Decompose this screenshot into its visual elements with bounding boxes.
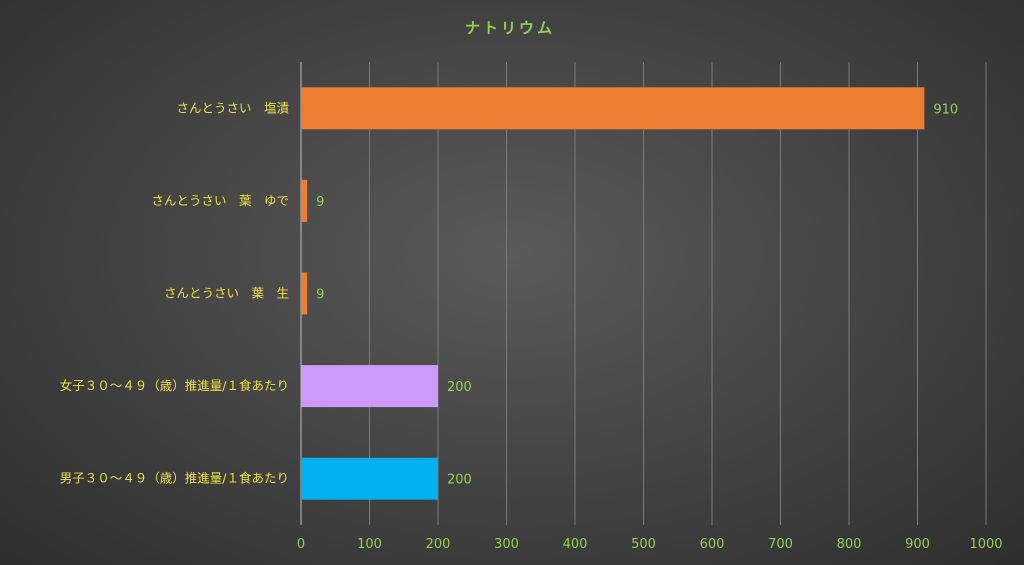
category-label: 女子３０～４９（歳）推進量/１食あたり <box>60 378 289 393</box>
data-label: 910 <box>933 102 958 117</box>
bar <box>301 87 925 130</box>
data-label: 200 <box>447 380 472 395</box>
data-label: 9 <box>316 195 324 210</box>
x-tick-label: 800 <box>837 537 862 552</box>
bar <box>301 365 438 408</box>
data-label: 200 <box>447 473 472 488</box>
bars <box>301 87 925 500</box>
x-tick-label: 300 <box>494 537 519 552</box>
bar <box>301 179 308 222</box>
bar <box>301 272 308 315</box>
x-tick-label: 0 <box>297 537 305 552</box>
x-tick-labels: 0 100 200 300 400 500 600 700 800 900 1000 <box>297 537 1003 552</box>
x-tick-label: 600 <box>700 537 725 552</box>
x-tick-label: 500 <box>631 537 656 552</box>
x-tick-label: 700 <box>768 537 793 552</box>
category-label: 男子３０～４９（歳）推進量/１食あたり <box>60 471 289 486</box>
category-label: さんとうさい 塩漬 <box>176 100 289 115</box>
x-tick-label: 100 <box>357 537 382 552</box>
gridlines <box>300 62 987 525</box>
x-tick-label: 400 <box>563 537 588 552</box>
x-tick-label: 900 <box>905 537 930 552</box>
bar <box>301 457 438 500</box>
category-label: さんとうさい 葉 ゆで <box>151 193 289 208</box>
x-tick-label: 200 <box>426 537 451 552</box>
category-label: さんとうさい 葉 生 <box>164 286 289 301</box>
x-tick-label: 1000 <box>969 537 1002 552</box>
data-label: 9 <box>316 288 324 303</box>
data-labels: 910 9 9 200 200 <box>316 102 958 487</box>
chart-title: ナトリウム <box>465 19 555 37</box>
